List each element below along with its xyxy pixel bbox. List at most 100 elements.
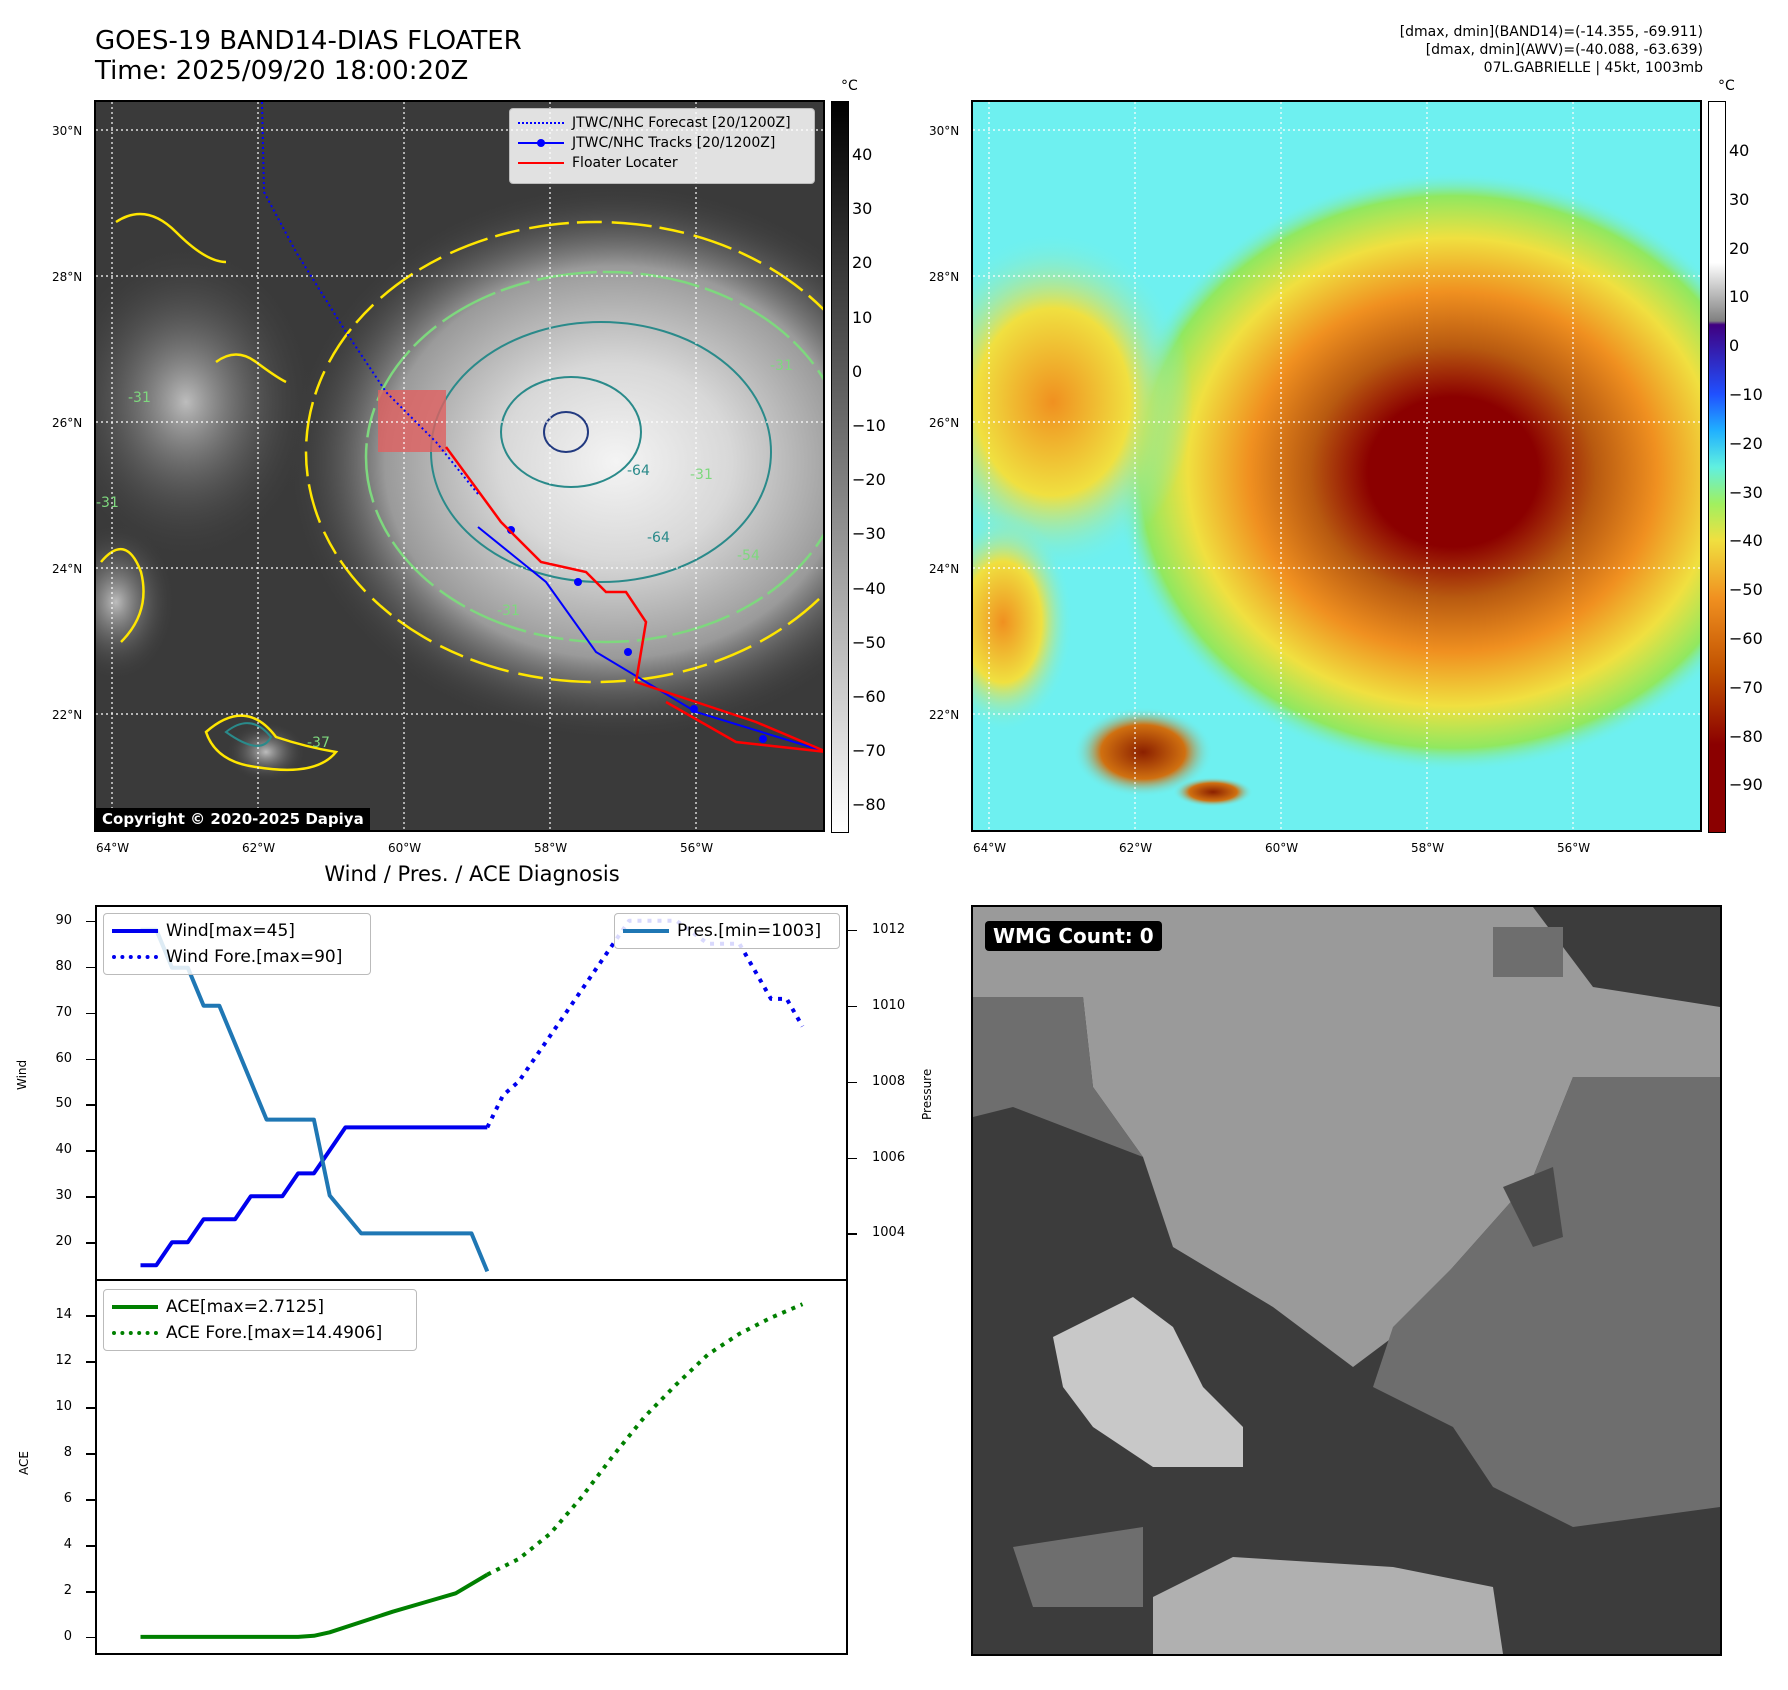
- ir-colorbar: [831, 101, 849, 833]
- ace-legend-fore: ACE Fore.[max=14.4906]: [112, 1320, 408, 1346]
- ir-colorbar-tick: 10: [852, 307, 873, 327]
- awv-lon-label: 56°W: [1557, 841, 1591, 855]
- ir-cloud-west: [96, 242, 316, 562]
- figure-time: Time: 2025/09/20 18:00:20Z: [95, 56, 469, 86]
- wind-tick: 40: [55, 1142, 72, 1158]
- copyright-label: Copyright © 2020-2025 Dapiya: [96, 808, 370, 830]
- ace-tick-mark: [86, 1545, 95, 1547]
- awv-colorbar-tick: −30: [1729, 482, 1763, 502]
- ir-contour-label: -64: [647, 530, 670, 546]
- ir-contour-eye: [543, 411, 589, 453]
- ir-contour-label: -31: [690, 467, 713, 483]
- ir-storm-cloud: [286, 182, 823, 742]
- ace-tick: 12: [55, 1353, 72, 1369]
- wmg-panel: WMG Count: 0: [971, 905, 1722, 1656]
- awv-island-cloud: [1073, 707, 1213, 797]
- wmg-region-light: [973, 907, 1720, 1367]
- info-storm: 07L.GABRIELLE | 45kt, 1003mb: [1483, 60, 1703, 76]
- series-line-ace: [140, 1572, 489, 1639]
- wmg-spot: [1493, 927, 1563, 977]
- awv-lat-label: 24°N: [929, 562, 960, 576]
- ace-tick: 8: [63, 1445, 72, 1461]
- ir-contour-label: -37: [307, 735, 330, 751]
- ace-plot: [140, 1302, 804, 1639]
- ace-tick-mark: [86, 1591, 95, 1593]
- ace-tick-mark: [86, 1636, 95, 1639]
- awv-lat-label: 26°N: [929, 416, 960, 430]
- ir-colorbar-tick: 40: [852, 145, 873, 164]
- ir-floater-locater: [444, 446, 823, 752]
- ir-cloud-southwest: [96, 522, 176, 682]
- ace-tick-mark: [86, 1361, 95, 1363]
- ir-lat-label: 26°N: [52, 416, 83, 430]
- pres-legend: Pres.[min=1003]: [614, 913, 840, 949]
- wmg-count-label: WMG Count: 0: [985, 921, 1162, 951]
- pres-tick-mark: [848, 1157, 857, 1160]
- wind-tick-mark: [86, 1150, 95, 1152]
- wind-tick-mark: [86, 1104, 95, 1106]
- awv-lon-label: 58°W: [1411, 841, 1445, 855]
- ir-colorbar-tick: −20: [852, 470, 886, 490]
- wind-tick-mark: [86, 1058, 95, 1061]
- ace-tick-mark: [86, 1453, 95, 1455]
- ir-lon-label: 62°W: [242, 841, 276, 855]
- ir-contour-label: -54: [737, 548, 760, 564]
- ace-tick-mark: [86, 1315, 95, 1317]
- ir-best-track: [477, 526, 823, 752]
- awv-colorbar-tick: −40: [1729, 531, 1763, 551]
- ace-legend: ACE[max=2.7125] ACE Fore.[max=14.4906]: [103, 1289, 417, 1351]
- awv-lon-label: 64°W: [973, 841, 1007, 855]
- wind-tick: 80: [55, 958, 72, 974]
- ir-contour-label: -31: [770, 358, 793, 374]
- ir-colorbar-tick: 20: [852, 253, 873, 273]
- awv-lat-label: 30°N: [929, 124, 960, 138]
- ir-colorbar-tick: −70: [852, 741, 886, 761]
- diag-title: Wind / Pres. / ACE Diagnosis: [324, 862, 620, 886]
- ir-floater-locater-2: [665, 700, 823, 753]
- figure-title: GOES-19 BAND14-DIAS FLOATER: [95, 26, 522, 56]
- wmg-svg: [973, 907, 1720, 1654]
- awv-colorbar-tick: −90: [1729, 775, 1763, 795]
- ir-lat-label: 28°N: [52, 270, 83, 284]
- wind-tick: 90: [55, 912, 72, 928]
- ir-legend: JTWC/NHC Forecast [20/1200Z] JTWC/NHC Tr…: [509, 108, 815, 184]
- ir-lat-label: 30°N: [52, 124, 83, 138]
- pres-tick: 1008: [872, 1073, 906, 1089]
- series-line-ace-fore: [486, 1302, 804, 1577]
- awv-colorbar-tick: 30: [1729, 189, 1750, 209]
- pres-tick-mark: [848, 1233, 857, 1235]
- ir-colorbar-tick: 30: [852, 199, 873, 219]
- pres-tick: 1012: [872, 921, 906, 937]
- wind-tick: 30: [55, 1188, 72, 1204]
- wmg-spot-dark: [1503, 1167, 1563, 1247]
- pres-tick: 1004: [872, 1225, 906, 1241]
- ir-contour-mid: [364, 270, 823, 644]
- awv-colorbar-tick: −80: [1729, 726, 1763, 746]
- wind-tick: 50: [55, 1096, 72, 1112]
- pres-tick: 1006: [872, 1149, 906, 1165]
- ace-tick: 6: [63, 1491, 72, 1507]
- awv-map-panel: [971, 100, 1702, 832]
- ir-forecast-track: [261, 102, 479, 495]
- ir-legend-tracks: JTWC/NHC Tracks [20/1200Z]: [518, 133, 806, 153]
- wind-ylabel: Wind: [15, 1059, 29, 1090]
- ir-colorbar-tick: −60: [852, 687, 886, 706]
- ir-contour-label: -64: [627, 463, 650, 479]
- wmg-region-bright-s: [1153, 1557, 1503, 1654]
- wind-legend-wind: Wind[max=45]: [112, 918, 362, 944]
- wmg-region-mid-sw: [1013, 1527, 1143, 1607]
- awv-colorbar-tick: 20: [1729, 238, 1750, 258]
- ir-contour-outer: [304, 220, 823, 684]
- awv-lat-label: 28°N: [929, 270, 960, 284]
- ir-legend-forecast: JTWC/NHC Forecast [20/1200Z]: [518, 113, 806, 133]
- awv-colorbar-tick: −60: [1729, 629, 1763, 648]
- ir-lat-label: 24°N: [52, 562, 83, 576]
- ace-tick: 4: [63, 1537, 72, 1553]
- ir-colorbar-tick: −30: [852, 524, 886, 544]
- wind-tick: 70: [55, 1004, 72, 1020]
- ir-lon-label: 64°W: [96, 841, 130, 855]
- ir-cloud-island: [226, 722, 306, 782]
- awv-colorbar-tick: 0: [1729, 336, 1740, 356]
- series-line-wind: [140, 1125, 488, 1268]
- ir-contour-bands: [100, 212, 287, 643]
